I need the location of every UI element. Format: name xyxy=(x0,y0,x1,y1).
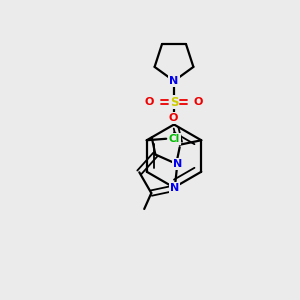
Text: O: O xyxy=(145,97,154,107)
Text: O: O xyxy=(169,113,178,123)
Text: N: N xyxy=(169,76,178,86)
Text: N: N xyxy=(173,159,182,169)
Text: N: N xyxy=(170,183,179,193)
Text: Cl: Cl xyxy=(169,134,180,144)
Text: S: S xyxy=(170,95,178,109)
Text: O: O xyxy=(194,97,203,107)
